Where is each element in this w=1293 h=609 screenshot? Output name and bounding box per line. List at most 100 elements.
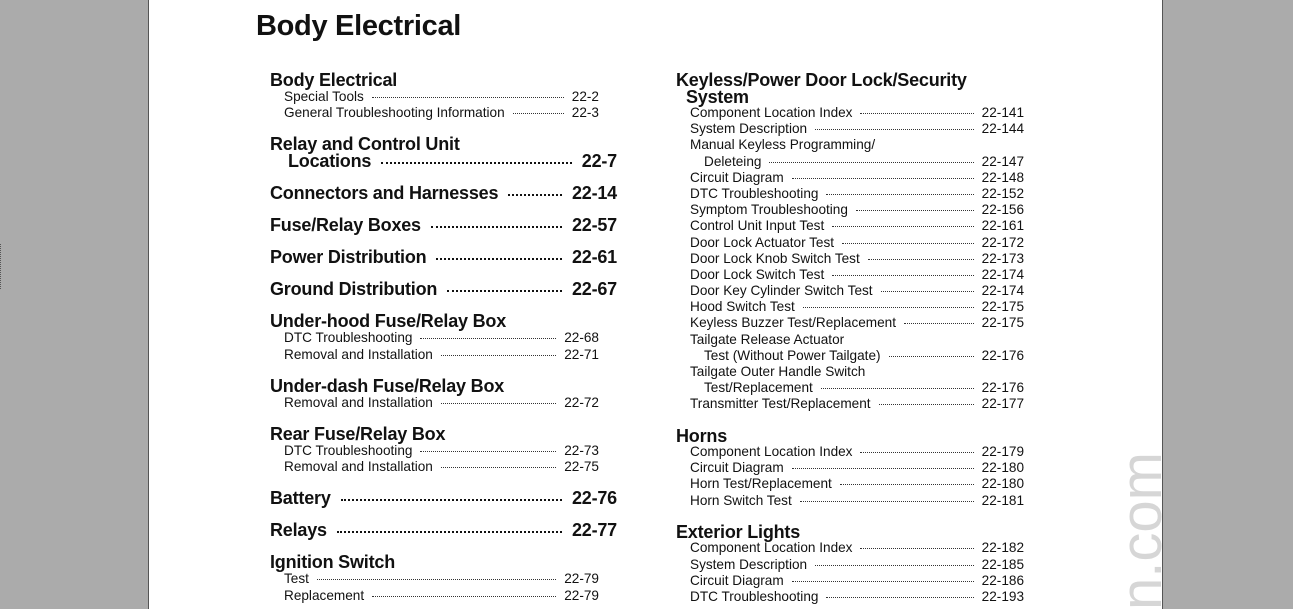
section-heading[interactable]: System: [676, 88, 1024, 105]
page-number: 22-176: [981, 380, 1024, 396]
toc-entry[interactable]: Transmitter Test/Replacement 22-177: [676, 396, 1024, 412]
section-heading[interactable]: Body Electrical: [270, 71, 617, 89]
entry-label: Door Key Cylinder Switch Test: [690, 283, 873, 299]
section-heading[interactable]: Under-hood Fuse/Relay Box: [270, 312, 617, 330]
page-number: 22-61: [571, 247, 617, 268]
section-heading[interactable]: Relay and Control Unit: [270, 135, 617, 153]
section-heading[interactable]: Under-dash Fuse/Relay Box: [270, 377, 617, 395]
section-title: Horns: [676, 425, 728, 446]
toc-entry[interactable]: Component Location Index 22-141: [676, 105, 1024, 121]
entry-label: Door Lock Actuator Test: [690, 234, 835, 250]
toc-entry[interactable]: Test/Replacement 22-176: [676, 380, 1024, 396]
page-number: 22-161: [981, 218, 1024, 234]
entry-label: Component Location Index: [690, 540, 853, 556]
section-title: Relays: [270, 520, 327, 541]
toc-entry[interactable]: Tailgate Outer Handle Switch: [676, 364, 1024, 380]
entry-label: Removal and Installation: [284, 394, 433, 410]
page-number: 22-14: [571, 183, 617, 204]
toc-entry[interactable]: Circuit Diagram 22-180: [676, 460, 1024, 476]
dot-leader: [420, 450, 557, 452]
toc-entry[interactable]: Horn Test/Replacement 22-180: [676, 476, 1024, 492]
entry-label: Tailgate Outer Handle Switch: [690, 364, 866, 379]
toc-entry[interactable]: Door Lock Switch Test 22-174: [676, 267, 1024, 283]
section-heading[interactable]: Ground Distribution 22-67: [270, 279, 617, 300]
page-number: 22-182: [981, 540, 1024, 556]
toc-entry[interactable]: DTC Troubleshooting 22-73: [270, 443, 617, 459]
toc-entry[interactable]: Tailgate Release Actuator: [676, 332, 1024, 348]
dot-leader: [904, 323, 974, 325]
toc-entry[interactable]: Component Location Index 22-179: [676, 444, 1024, 460]
toc-entry[interactable]: DTC Troubleshooting 22-68: [270, 330, 617, 346]
section-heading[interactable]: Ignition Switch: [270, 553, 617, 571]
section-title: Connectors and Harnesses: [270, 183, 499, 204]
section-title: Ground Distribution: [270, 279, 438, 300]
section-heading[interactable]: Battery 22-76: [270, 489, 617, 507]
entry-label: Special Tools: [284, 89, 364, 104]
section-title: Exterior Lights: [676, 521, 801, 542]
toc-entry[interactable]: DTC Troubleshooting 22-152: [676, 186, 1024, 202]
section-heading[interactable]: Connectors and Harnesses 22-14: [270, 183, 617, 204]
toc-entry[interactable]: General Troubleshooting Information 22-3: [270, 105, 617, 121]
section-heading[interactable]: Horns: [676, 425, 1024, 446]
toc-entry[interactable]: Deleteing 22-147: [676, 154, 1024, 170]
entry-label: Circuit Diagram: [690, 572, 784, 588]
toc-entry[interactable]: Symptom Troubleshooting 22-156: [676, 202, 1024, 218]
toc-entry[interactable]: Replacement 22-79: [270, 588, 617, 604]
dot-leader: [802, 307, 974, 309]
dot-leader: [832, 226, 974, 228]
toc-entry[interactable]: System Description 22-185: [676, 557, 1024, 573]
dot-leader: [381, 162, 572, 165]
document-page: Body Electrical Body Electrical Special T…: [148, 0, 1163, 609]
toc-entry[interactable]: Horn Switch Test 22-181: [676, 493, 1024, 509]
toc-entry[interactable]: Test 22-79: [270, 571, 617, 587]
toc-section: Exterior Lights Component Location Index 2…: [676, 521, 1024, 605]
section-heading[interactable]: Locations 22-7: [270, 152, 617, 170]
toc-section: Fuse/Relay Boxes 22-57: [270, 216, 617, 234]
toc-section: Rear Fuse/Relay Box DTC Troubleshooting 22…: [270, 425, 617, 475]
toc-entry[interactable]: Door Lock Actuator Test 22-172: [676, 235, 1024, 251]
entry-label: Test (Without Power Tailgate): [704, 347, 881, 363]
page-title: Body Electrical: [256, 10, 462, 42]
toc-entry[interactable]: Removal and Installation 22-72: [270, 395, 617, 411]
page-number: 22-152: [981, 185, 1024, 201]
dot-leader: [436, 258, 562, 261]
toc-entry[interactable]: Control Unit Input Test 22-161: [676, 218, 1024, 234]
page-number: 22-144: [981, 121, 1024, 137]
toc-entry[interactable]: Door Lock Knob Switch Test 22-173: [676, 251, 1024, 267]
dot-leader: [832, 274, 974, 276]
section-heading[interactable]: Keyless/Power Door Lock/Security: [676, 71, 1024, 88]
toc-entry[interactable]: Keyless Buzzer Test/Replacement 22-175: [676, 315, 1024, 331]
entry-label: Test/Replacement: [704, 380, 813, 396]
toc-entry[interactable]: Special Tools 22-2: [270, 89, 617, 105]
entry-label: Transmitter Test/Replacement: [690, 396, 871, 412]
dot-leader: [880, 291, 974, 293]
toc-entry[interactable]: Component Location Index 22-182: [676, 540, 1024, 556]
toc-entry[interactable]: System Description 22-144: [676, 121, 1024, 137]
toc-entry[interactable]: Door Key Cylinder Switch Test 22-174: [676, 283, 1024, 299]
dot-leader: [839, 484, 974, 486]
toc-entry[interactable]: Circuit Diagram 22-186: [676, 573, 1024, 589]
toc-section: Under-dash Fuse/Relay Box Removal and Ins…: [270, 377, 617, 411]
toc-entry[interactable]: DTC Troubleshooting 22-193: [676, 589, 1024, 605]
section-heading[interactable]: Fuse/Relay Boxes 22-57: [270, 216, 617, 234]
toc-entry[interactable]: Circuit Diagram 22-148: [676, 170, 1024, 186]
dot-leader: [791, 580, 974, 582]
entry-label: DTC Troubleshooting: [284, 330, 413, 346]
page-number: 22-77: [571, 520, 617, 541]
toc-section: Keyless/Power Door Lock/Security System Co…: [676, 71, 1024, 413]
toc-entry[interactable]: Removal and Installation 22-75: [270, 459, 617, 475]
toc-entry[interactable]: Removal and Installation 22-71: [270, 347, 617, 363]
toc-entry[interactable]: Test (Without Power Tailgate) 22-176: [676, 348, 1024, 364]
entry-label: Replacement: [284, 587, 365, 603]
entry-label: Circuit Diagram: [690, 169, 784, 185]
section-heading[interactable]: Relays 22-77: [270, 520, 617, 541]
toc-entry[interactable]: Manual Keyless Programming/: [676, 137, 1024, 153]
toc-entry[interactable]: Hood Switch Test 22-175: [676, 299, 1024, 315]
page-number: 22-73: [564, 442, 599, 458]
page-number: 22-148: [981, 169, 1024, 185]
section-heading[interactable]: Exterior Lights: [676, 521, 1024, 542]
section-heading[interactable]: Power Distribution 22-61: [270, 247, 617, 268]
page-number: 22-174: [981, 266, 1024, 282]
section-heading[interactable]: Rear Fuse/Relay Box: [270, 425, 617, 443]
dot-leader: [842, 242, 974, 244]
